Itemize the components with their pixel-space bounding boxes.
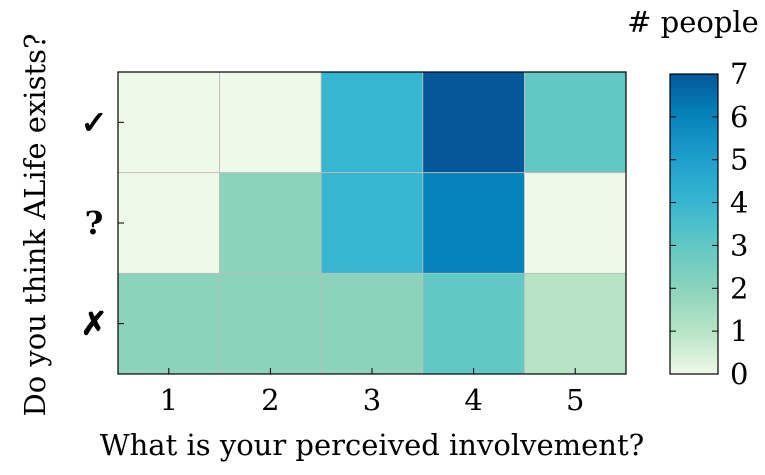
heatmap-cells bbox=[117, 71, 627, 375]
heatmap-cell-r2-c2 bbox=[320, 272, 424, 375]
x-tick-label-3: 3 bbox=[363, 383, 381, 417]
colorbar-tick-label-3: 3 bbox=[730, 228, 748, 262]
y-tick-labels: ✓? ✗ bbox=[81, 103, 124, 343]
colorbar-tick-label-5: 5 bbox=[730, 143, 748, 177]
x-axis-label: What is your perceived involvement? bbox=[100, 428, 644, 462]
colorbar-tick-label-2: 2 bbox=[730, 271, 748, 305]
heatmap-cell-r1-c2 bbox=[320, 172, 424, 274]
heatmap-cell-r1-c4 bbox=[524, 172, 627, 274]
y-axis-label: Do you think ALife exists? bbox=[18, 33, 52, 416]
heatmap-cell-r0-c1 bbox=[219, 71, 322, 174]
colorbar-tick-label-1: 1 bbox=[730, 314, 748, 348]
heatmap-cell-r1-c3 bbox=[422, 172, 525, 274]
heatmap-cell-r0-c4 bbox=[524, 71, 627, 174]
x-tick-labels: 1 2 3 4 5 bbox=[160, 368, 584, 417]
colorbar bbox=[669, 73, 719, 375]
heatmap-cell-r2-c4 bbox=[524, 272, 627, 375]
heatmap-cell-r0-c3 bbox=[422, 71, 525, 174]
colorbar-title: # people bbox=[627, 5, 759, 39]
x-tick-label-4: 4 bbox=[464, 383, 482, 417]
heatmap-cell-r0-c2 bbox=[320, 71, 424, 174]
y-tick-label-2: ✗ bbox=[81, 305, 108, 343]
y-tick-label-1: ? bbox=[85, 204, 104, 242]
colorbar-tick-label-0: 0 bbox=[730, 357, 748, 391]
heatmap-cell-r1-c1 bbox=[219, 172, 322, 274]
heatmap-cell-r2-c1 bbox=[219, 272, 322, 375]
colorbar-tick-label-4: 4 bbox=[730, 186, 748, 220]
x-tick-label-1: 1 bbox=[160, 383, 178, 417]
heatmap-cell-r2-c0 bbox=[117, 272, 220, 375]
y-tick-label-0: ✓ bbox=[81, 103, 108, 141]
heatmap-cell-r0-c0 bbox=[117, 71, 220, 174]
heatmap-cell-r1-c0 bbox=[117, 172, 220, 274]
heatmap-cell-r2-c3 bbox=[422, 272, 525, 375]
colorbar-tick-label-7: 7 bbox=[730, 57, 748, 91]
colorbar-tick-label-6: 6 bbox=[730, 100, 748, 134]
x-tick-label-5: 5 bbox=[566, 383, 584, 417]
colorbar-ticks: 0 1 2 3 4 5 6 7 bbox=[670, 57, 748, 391]
x-tick-label-2: 2 bbox=[261, 383, 279, 417]
